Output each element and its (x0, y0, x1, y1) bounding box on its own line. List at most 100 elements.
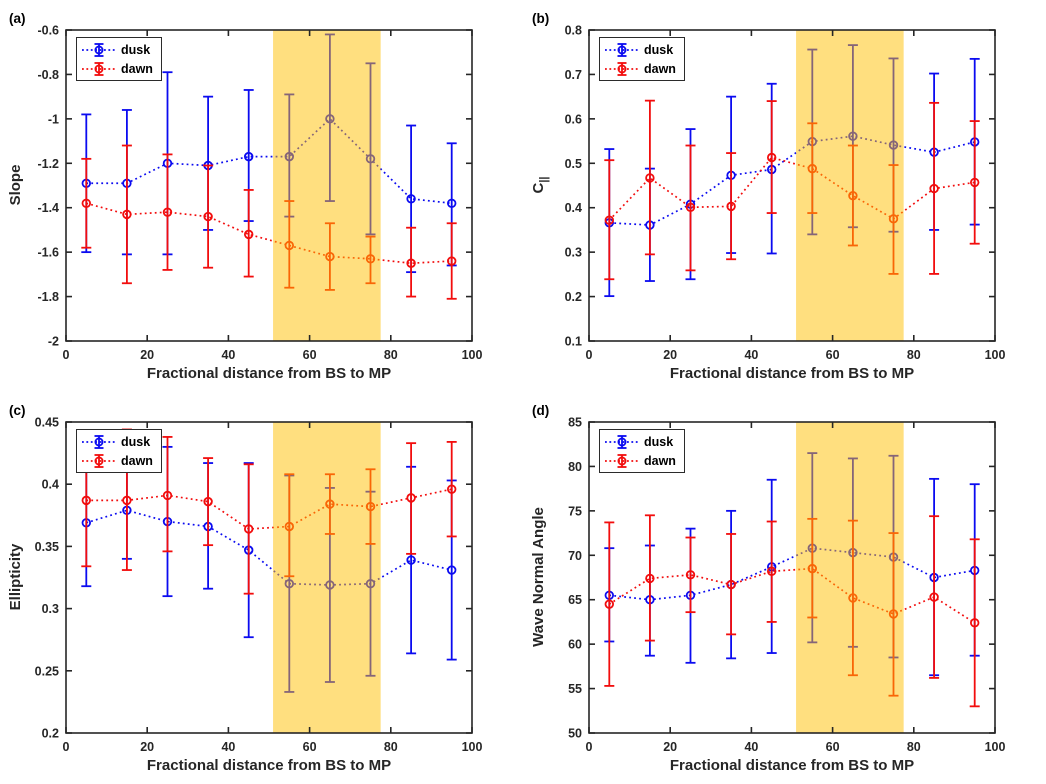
y-tick-label: 0.3 (565, 246, 582, 260)
series-dawn (604, 514, 980, 708)
data-point-dusk (447, 565, 457, 575)
legend-item-dawn: dawn (604, 451, 676, 470)
data-point-dawn (766, 566, 777, 576)
x-tick-label: 100 (462, 348, 483, 362)
legend-marker (617, 456, 627, 465)
y-axis-title: Slope (7, 165, 27, 206)
y-tick-label: 0.8 (565, 24, 582, 38)
panel-label: (a) (9, 11, 26, 26)
legend-item-dawn: dawn (604, 59, 676, 78)
data-point-dawn (81, 495, 91, 506)
y-tick-label: 0.4 (42, 478, 59, 492)
data-line-dawn (608, 156, 975, 221)
series-dawn (81, 144, 457, 300)
plot-area-ellipticity: 0 20 40 60 80 100 0.2 0.25 0.3 0.35 0.4 0.45 (35, 416, 483, 755)
x-tick-label: 20 (663, 348, 677, 362)
x-axis-title: Fractional distance from BS to MP (669, 757, 915, 774)
x-tick-label: 0 (586, 740, 593, 754)
y-tick-label: 50 (568, 727, 582, 741)
data-line-dusk (609, 547, 975, 601)
legend: dusk dawn (76, 429, 162, 473)
shaded-region (273, 30, 381, 341)
panel-d: 0 20 40 60 80 100 50 55 60 65 70 75 80 85 (d) Wave No… (523, 392, 1046, 784)
y-axis-title-text: Slope (7, 164, 24, 206)
series-dusk (604, 452, 980, 677)
plot-area-slope: 0 20 40 60 80 100 -2 -1.8 -1.6 -1.4 -1.2 -1 -0.8 -0.6 (37, 24, 483, 363)
data-point-dusk (447, 198, 457, 208)
x-tick-label: 80 (907, 348, 921, 362)
y-tick-label: 85 (568, 416, 582, 430)
data-point-dawn (122, 209, 132, 220)
x-tick-label: 40 (744, 348, 758, 362)
data-line-dawn (608, 567, 976, 624)
x-tick-label: 40 (221, 348, 235, 362)
legend-item-dusk: dusk (604, 40, 676, 59)
data-line-dusk (609, 135, 975, 226)
panel-b: 0 20 40 60 80 100 0.1 0.2 0.3 0.4 0.5 0.6 0.7 0.8 (b)… (523, 0, 1046, 392)
legend-marker (94, 456, 104, 465)
tick-labels: 0 20 40 60 80 100 0.1 0.2 0.3 0.4 0.5 0.6 0.7 0.8 (565, 24, 1006, 363)
y-tick-label: -1.2 (37, 157, 59, 171)
errorbar-marker-icon (605, 61, 639, 76)
shaded-region (273, 422, 381, 733)
y-tick-label: -1.6 (37, 246, 59, 260)
y-tick-label: -1 (48, 112, 59, 126)
legend-label: dawn (644, 453, 676, 468)
data-line-dawn (86, 488, 452, 530)
axes (588, 421, 996, 734)
legend-marker (617, 45, 627, 54)
y-tick-label: 65 (568, 593, 582, 607)
axes (65, 421, 473, 734)
y-tick-label: 80 (568, 460, 582, 474)
x-tick-label: 100 (462, 740, 483, 754)
legend-item-dusk: dusk (604, 432, 676, 451)
y-tick-label: 70 (568, 549, 582, 563)
y-tick-label: 0.2 (42, 727, 59, 741)
axes-box (65, 421, 473, 734)
y-tick-label: 0.45 (35, 416, 59, 430)
y-tick-label: 75 (568, 504, 582, 518)
axes-box (65, 29, 473, 342)
plot-area-c-parallel: 0 20 40 60 80 100 0.1 0.2 0.3 0.4 0.5 0.6 0.7 0.8 (565, 24, 1006, 363)
data-line-dawn (86, 202, 452, 265)
data-point-dawn (243, 229, 254, 240)
shaded-region (796, 422, 904, 733)
y-axis-title: Wave Normal Angle (530, 507, 550, 647)
x-tick-label: 80 (907, 740, 921, 754)
legend-marker (617, 64, 627, 73)
x-tick-label: 0 (63, 348, 70, 362)
data-point-dawn (406, 493, 416, 503)
axes-box (588, 29, 996, 342)
panel-label: (d) (532, 403, 550, 418)
legend-item-dusk: dusk (81, 432, 153, 451)
y-axis-title-subscript: || (538, 176, 550, 183)
y-tick-label: 0.25 (35, 664, 59, 678)
series-dusk (81, 445, 457, 693)
y-tick-label: 55 (568, 682, 582, 696)
x-tick-label: 0 (586, 348, 593, 362)
legend-marker (94, 45, 104, 54)
legend-label: dawn (121, 453, 153, 468)
data-point-dawn (203, 211, 213, 222)
data-point-dawn (447, 256, 457, 266)
legend-item-dusk: dusk (81, 40, 153, 59)
data-point-dawn (162, 490, 173, 501)
data-point-dawn (645, 173, 655, 183)
y-axis-title: C|| (530, 177, 550, 194)
data-point-dawn (726, 579, 736, 590)
data-line-dusk (86, 117, 452, 205)
y-axis-title-text: C (530, 182, 547, 194)
x-tick-label: 0 (63, 740, 70, 754)
x-tick-label: 20 (140, 348, 154, 362)
y-tick-label: -0.6 (37, 24, 59, 38)
panel-c: 0 20 40 60 80 100 0.2 0.25 0.3 0.35 0.4 0.45 (c) El… (0, 392, 523, 784)
y-axis-title-text: Wave Normal Angle (530, 507, 547, 647)
tick-labels: 0 20 40 60 80 100 50 55 60 65 70 75 80 85 (568, 416, 1005, 755)
x-tick-label: 100 (985, 348, 1006, 362)
data-point-dawn (970, 618, 980, 628)
y-tick-label: -2 (48, 335, 59, 349)
x-tick-label: 60 (826, 740, 840, 754)
data-point-dawn (604, 599, 614, 609)
y-tick-label: 0.2 (565, 290, 582, 304)
